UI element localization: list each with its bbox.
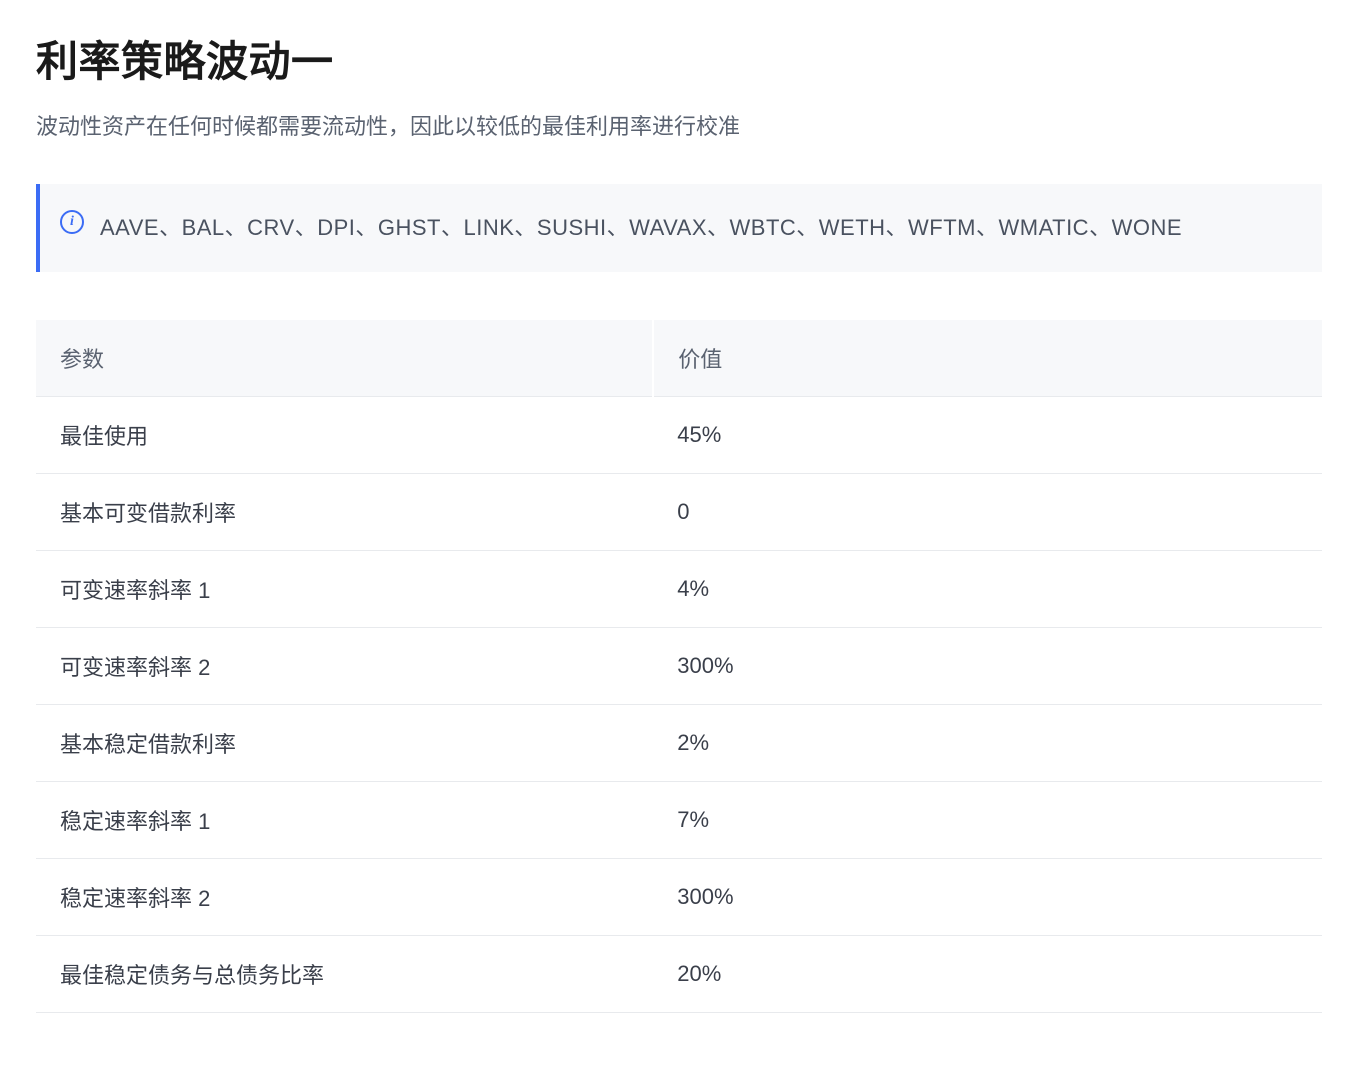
- info-callout: i AAVE、BAL、CRV、DPI、GHST、LINK、SUSHI、WAVAX…: [36, 184, 1322, 272]
- page-title: 利率策略波动一: [36, 28, 1322, 89]
- param-cell: 可变速率斜率 1: [36, 550, 653, 627]
- page-description: 波动性资产在任何时候都需要流动性，因此以较低的最佳利用率进行校准: [36, 109, 1322, 144]
- table-row: 可变速率斜率 2 300%: [36, 627, 1322, 704]
- info-text: AAVE、BAL、CRV、DPI、GHST、LINK、SUSHI、WAVAX、W…: [100, 208, 1182, 248]
- value-cell: 300%: [653, 858, 1322, 935]
- param-cell: 最佳稳定债务与总债务比率: [36, 935, 653, 1012]
- table-row: 基本稳定借款利率 2%: [36, 704, 1322, 781]
- table-row: 最佳使用 45%: [36, 396, 1322, 473]
- value-cell: 20%: [653, 935, 1322, 1012]
- value-cell: 300%: [653, 627, 1322, 704]
- value-cell: 4%: [653, 550, 1322, 627]
- table-row: 基本可变借款利率 0: [36, 473, 1322, 550]
- table-row: 最佳稳定债务与总债务比率 20%: [36, 935, 1322, 1012]
- info-icon: i: [60, 210, 84, 234]
- param-cell: 基本稳定借款利率: [36, 704, 653, 781]
- table-row: 稳定速率斜率 2 300%: [36, 858, 1322, 935]
- parameters-table: 参数 价值 最佳使用 45% 基本可变借款利率 0 可变速率斜率 1 4% 可变…: [36, 320, 1322, 1013]
- value-cell: 0: [653, 473, 1322, 550]
- value-cell: 45%: [653, 396, 1322, 473]
- table-header-row: 参数 价值: [36, 320, 1322, 397]
- param-cell: 基本可变借款利率: [36, 473, 653, 550]
- param-cell: 可变速率斜率 2: [36, 627, 653, 704]
- param-cell: 稳定速率斜率 2: [36, 858, 653, 935]
- table-row: 稳定速率斜率 1 7%: [36, 781, 1322, 858]
- param-cell: 最佳使用: [36, 396, 653, 473]
- table-header-value: 价值: [653, 320, 1322, 397]
- value-cell: 7%: [653, 781, 1322, 858]
- table-row: 可变速率斜率 1 4%: [36, 550, 1322, 627]
- value-cell: 2%: [653, 704, 1322, 781]
- param-cell: 稳定速率斜率 1: [36, 781, 653, 858]
- table-header-param: 参数: [36, 320, 653, 397]
